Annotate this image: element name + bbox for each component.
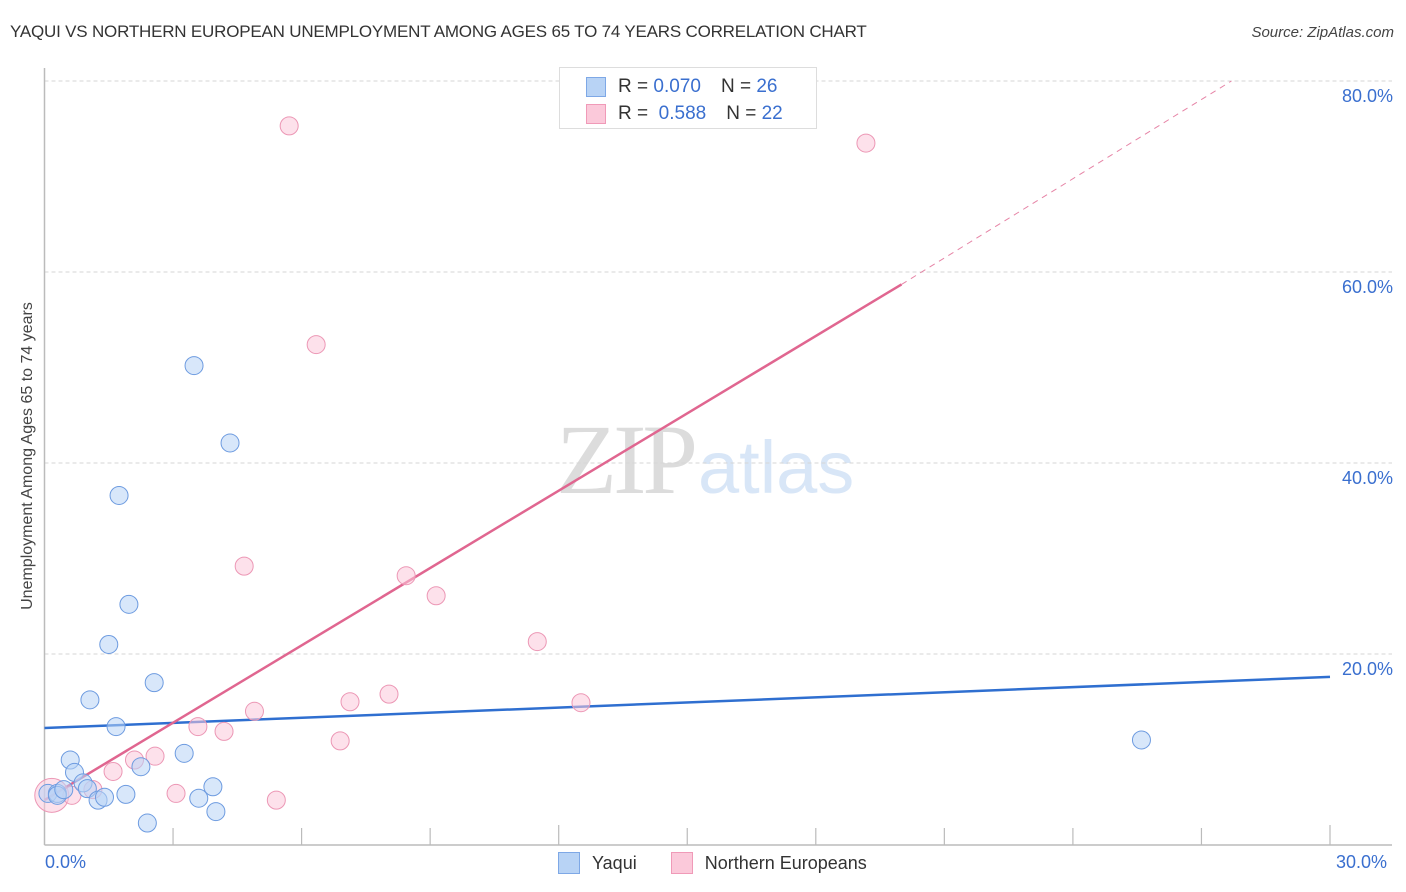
yaqui-point — [137, 813, 157, 833]
northern-europeans-point — [426, 586, 446, 606]
source-label: Source: ZipAtlas.com — [1251, 24, 1394, 41]
yaqui-point — [109, 485, 129, 505]
chart-title: YAQUI VS NORTHERN EUROPEAN UNEMPLOYMENT … — [10, 22, 867, 41]
northern-europeans-trendline — [43, 283, 903, 802]
x-tick-0: 0.0% — [45, 852, 87, 872]
yaqui-point — [54, 780, 74, 800]
y-tick-20: 20.0% — [1341, 659, 1393, 679]
yaqui-point — [220, 433, 240, 453]
yaqui-point — [131, 757, 151, 777]
correlation-legend: R = 0.070 N = 26 R = 0.588 N = 22 — [559, 67, 817, 129]
northern-europeans-trendline-extension — [901, 80, 1232, 285]
n-value: 26 — [756, 76, 778, 97]
y-tick-40: 40.0% — [1341, 468, 1393, 488]
yaqui-point — [144, 673, 164, 693]
yaqui-point — [184, 356, 204, 376]
northern-europeans-point — [856, 133, 876, 153]
northern-europeans-point — [266, 790, 286, 810]
northern-europeans-point — [396, 566, 416, 586]
yaqui-point — [189, 788, 209, 808]
yaqui-swatch-icon — [586, 77, 606, 97]
northern-europeans-point — [103, 761, 123, 781]
y-axis-label: Unemployment Among Ages 65 to 74 years — [19, 302, 36, 610]
northern-europeans-swatch-icon — [670, 852, 693, 874]
yaqui-point — [116, 784, 136, 804]
yaqui-point — [1131, 730, 1151, 750]
legend-row-northern-europeans: R = 0.588 N = 22 — [586, 102, 783, 126]
r-value: 0.070 — [653, 76, 701, 97]
northern-europeans-point — [306, 335, 326, 355]
northern-europeans-point — [527, 632, 547, 652]
axes — [43, 68, 1392, 846]
y-tick-60: 60.0% — [1341, 277, 1393, 297]
legend-row-yaqui: R = 0.070 N = 26 — [586, 75, 777, 99]
n-label: N = — [726, 103, 757, 124]
x-tick-30: 30.0% — [1336, 852, 1388, 872]
legend-label: Northern Europeans — [704, 852, 867, 873]
r-value: 0.588 — [658, 103, 707, 124]
yaqui-point — [99, 634, 119, 654]
northern-europeans-swatch-icon — [586, 104, 606, 124]
series-legend: Yaqui Northern Europeans — [558, 852, 901, 874]
y-tick-80: 80.0% — [1341, 86, 1393, 106]
yaqui-point — [106, 717, 126, 737]
yaqui-point — [80, 690, 100, 710]
northern-europeans-point — [571, 693, 591, 713]
yaqui-point — [174, 743, 194, 763]
northern-europeans-point — [166, 783, 186, 803]
yaqui-point — [203, 777, 223, 797]
northern-europeans-point — [214, 721, 234, 741]
northern-europeans-point — [330, 731, 350, 751]
yaqui-point — [94, 787, 114, 807]
northern-europeans-point — [244, 701, 264, 721]
northern-europeans-point — [379, 684, 399, 704]
n-value: 22 — [761, 103, 783, 124]
northern-europeans-point — [234, 556, 254, 576]
legend-label: Yaqui — [592, 852, 637, 873]
yaqui-point — [206, 802, 226, 822]
legend-item-yaqui[interactable]: Yaqui — [558, 852, 637, 874]
n-label: N = — [720, 76, 752, 97]
r-label: R = — [618, 103, 649, 124]
yaqui-swatch-icon — [558, 852, 580, 874]
northern-europeans-point — [188, 717, 208, 737]
northern-europeans-point — [145, 746, 165, 766]
northern-europeans-point — [279, 116, 299, 136]
northern-europeans-point — [340, 692, 360, 712]
r-label: R = — [618, 76, 649, 97]
yaqui-point — [119, 594, 139, 614]
data-points — [34, 116, 1151, 833]
legend-item-northern-europeans[interactable]: Northern Europeans — [670, 852, 867, 874]
